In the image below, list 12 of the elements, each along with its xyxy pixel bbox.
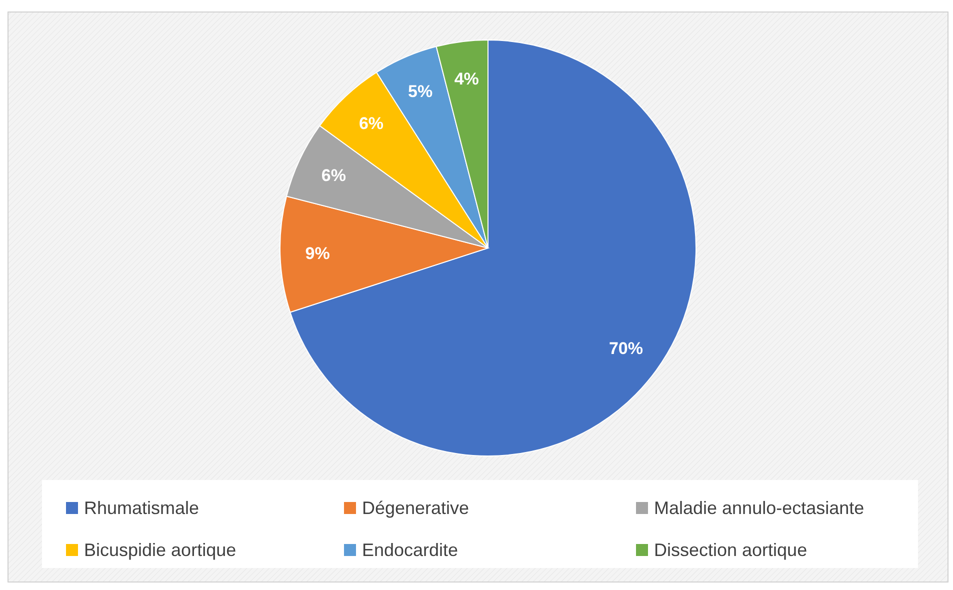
- data-label: 4%: [454, 69, 479, 88]
- legend-label: Endocardite: [362, 540, 458, 560]
- legend-label: Rhumatismale: [84, 498, 200, 518]
- data-label: 9%: [305, 244, 330, 263]
- data-label: 6%: [321, 166, 346, 185]
- data-label: 70%: [608, 338, 643, 358]
- data-label: 5%: [408, 82, 433, 101]
- legend-label: Bicuspidie aortique: [84, 540, 236, 560]
- data-label: 6%: [358, 114, 384, 134]
- legend-label: Dégenerative: [362, 498, 470, 518]
- legend-label: Maladie annulo-ectasiante: [654, 498, 864, 518]
- legend-label: Dissection aortique: [654, 540, 808, 560]
